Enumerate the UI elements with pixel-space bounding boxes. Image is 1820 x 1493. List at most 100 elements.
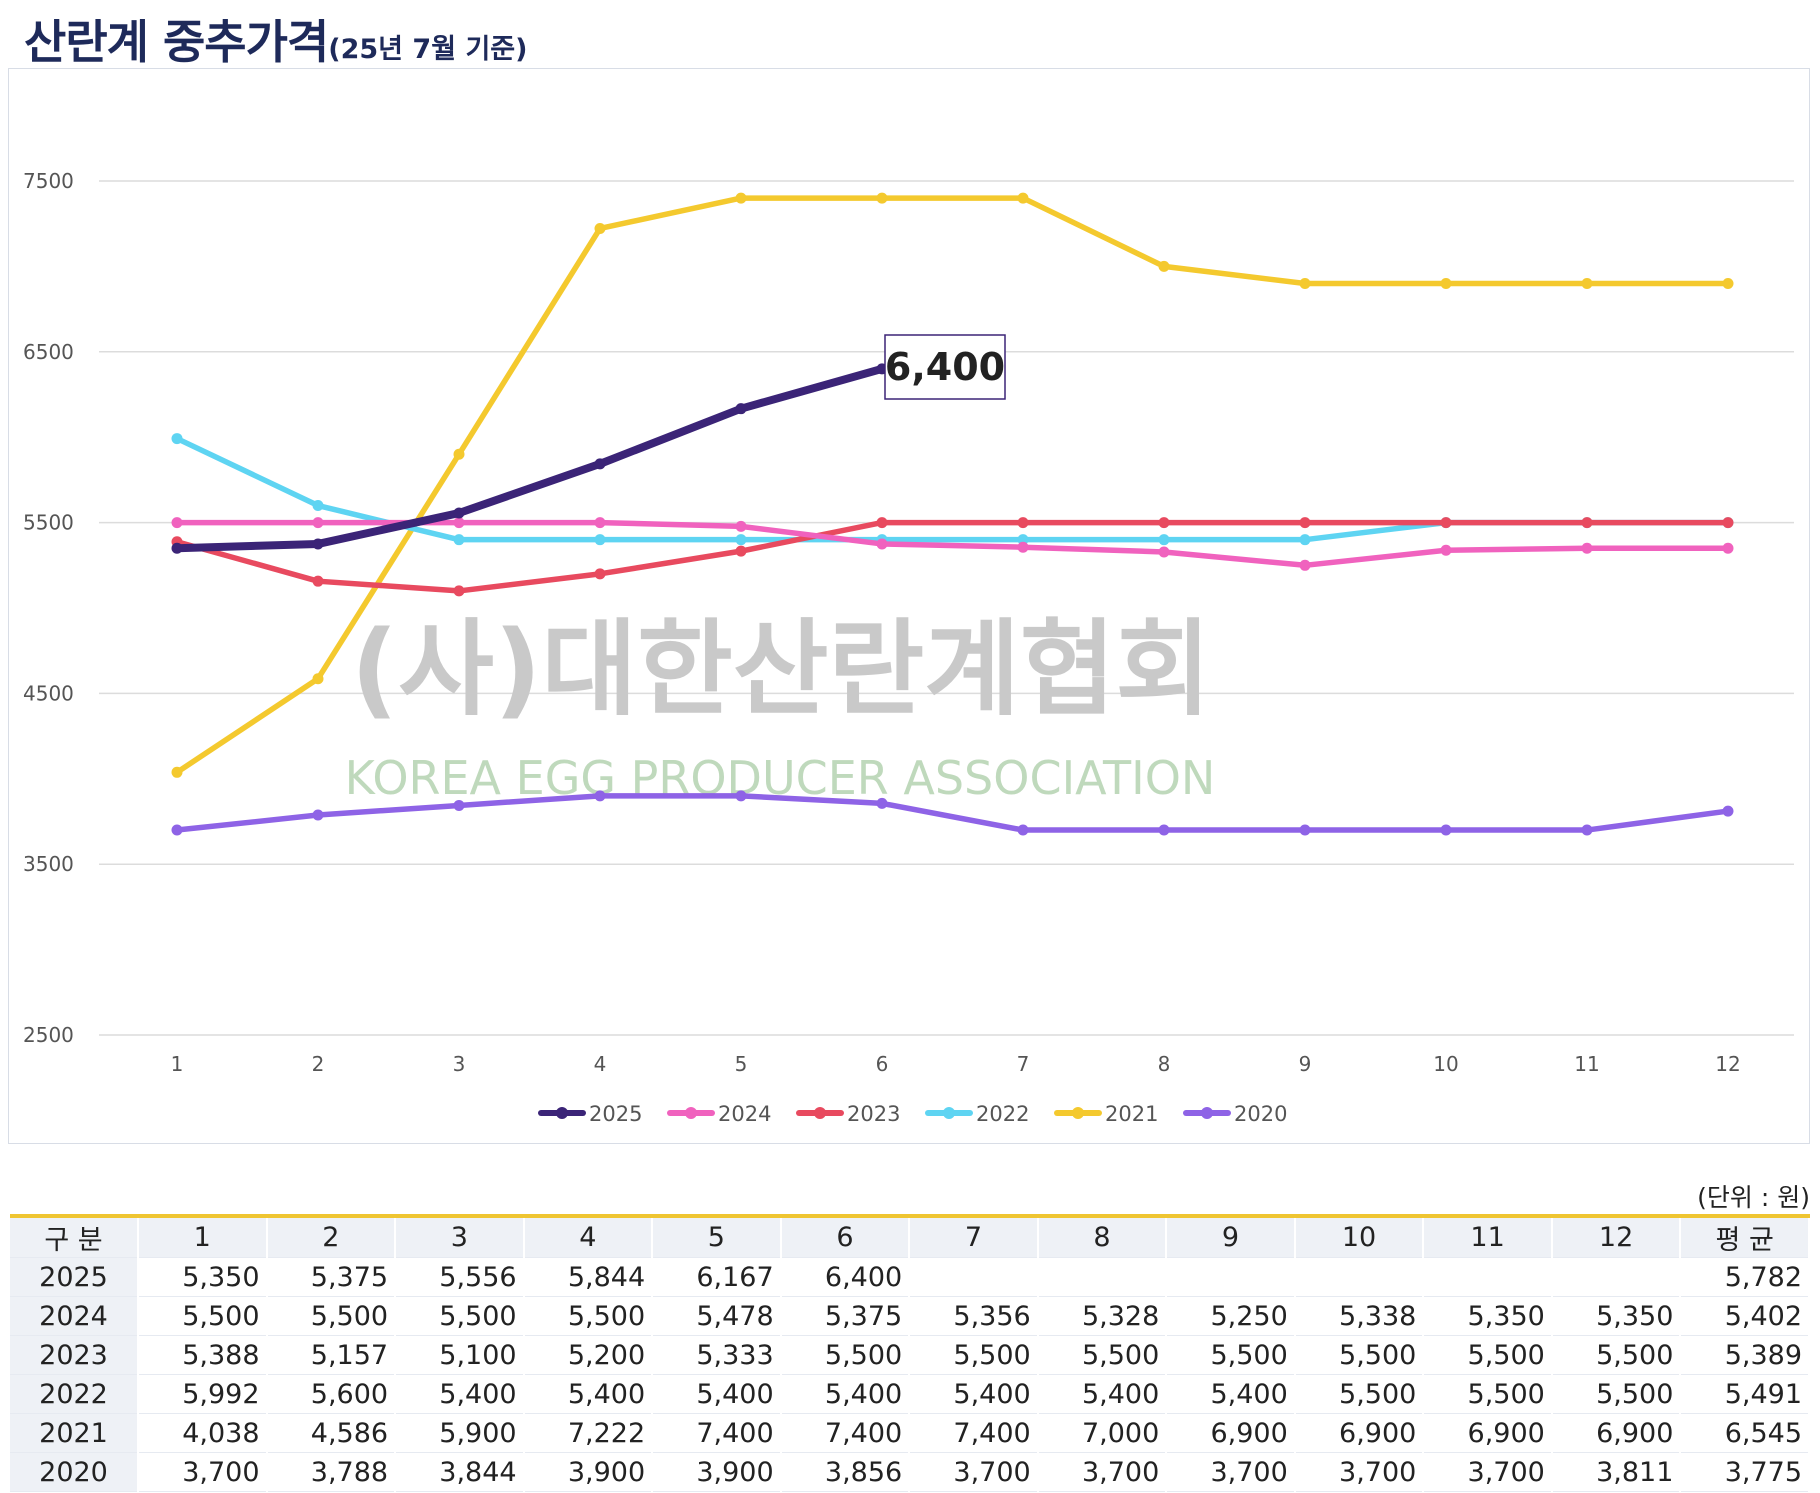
y-tick-label-6500: 6500 [23, 340, 74, 364]
table-cell: 5,400 [1037, 1374, 1168, 1414]
table-cell: 3,900 [652, 1452, 782, 1492]
x-tick-label-8: 8 [1158, 1052, 1171, 1076]
table-header-6: 6 [780, 1216, 911, 1258]
point-2020-1 [171, 824, 183, 836]
table-cell: 5,375 [266, 1257, 397, 1297]
table-row: 2024 5,500 5,500 5,500 5,500 5,478 5,375 5,356 5… [10, 1296, 1810, 1336]
y-tick-label-5500: 5500 [23, 511, 74, 535]
point-2020-2 [312, 809, 324, 821]
series-line-2025 [173, 364, 886, 553]
point-2023-2 [312, 575, 324, 587]
callout-box [884, 334, 1006, 400]
x-tick-label-9: 9 [1299, 1052, 1312, 1076]
table-cell: 6,545 [1680, 1413, 1810, 1453]
table-cell: 5,400 [780, 1374, 911, 1414]
legend-marker-2022 [943, 1107, 955, 1119]
table-cell: 5,350 [138, 1257, 268, 1297]
table-cell: 3,700 [138, 1452, 268, 1492]
legend-marker-2025 [556, 1107, 568, 1119]
table-row: 2023 5,388 5,157 5,100 5,200 5,333 5,500 5,500 5… [10, 1335, 1810, 1375]
table-cell: 3,775 [1680, 1452, 1810, 1492]
table-cell: 7,400 [780, 1413, 911, 1453]
chart-title-main: 산란계 중추가격 [24, 15, 329, 69]
callout-value: 6,400 [885, 345, 1005, 389]
point-2023-7 [1017, 517, 1029, 529]
point-2023-3 [453, 585, 465, 597]
table-cell: 7,222 [523, 1413, 654, 1453]
point-2021-3 [453, 448, 465, 460]
table-cell: 6,900 [1166, 1413, 1296, 1453]
point-2024-1 [171, 517, 183, 529]
point-2023-12 [1722, 517, 1734, 529]
table-cell: 6,900 [1423, 1413, 1553, 1453]
point-2021-8 [1158, 260, 1170, 272]
table-cell: 5,400 [523, 1374, 654, 1414]
table-cell [1037, 1257, 1168, 1297]
point-2020-11 [1581, 824, 1593, 836]
table-body: 2025 5,350 5,375 5,556 5,844 6,167 6,400 5,782 2… [10, 1257, 1810, 1492]
point-2024-7 [1017, 541, 1029, 553]
table-header-2: 2 [266, 1216, 397, 1258]
table-cell: 5,388 [138, 1335, 268, 1375]
point-2022-8 [1158, 534, 1170, 546]
point-2021-7 [1017, 192, 1029, 204]
series-line-2023 [174, 519, 1731, 594]
table-row: 2020 3,700 3,788 3,844 3,900 3,900 3,856 3,700 3… [10, 1452, 1810, 1492]
table-cell: 5,402 [1680, 1296, 1810, 1336]
series-2024 [171, 517, 1734, 571]
legend-item-2020: 2020 [1183, 1102, 1287, 1126]
table-cell: 5,500 [780, 1335, 911, 1375]
table-cell: 5,500 [1166, 1335, 1296, 1375]
table-cell: 5,250 [1166, 1296, 1296, 1336]
table-cell: 7,400 [652, 1413, 782, 1453]
chart-title: 산란계 중추가격(25년 7월 기준) [24, 6, 527, 72]
y-axis-ticks: 2500 3500 4500 5500 6500 7500 [23, 169, 74, 1047]
table-header-12: 12 [1551, 1216, 1682, 1258]
x-tick-label-5: 5 [735, 1052, 748, 1076]
legend-marker-2024 [685, 1107, 697, 1119]
point-2022-1 [171, 433, 183, 445]
point-2025-5 [735, 403, 747, 415]
chart-frame: (사)대한산란계협회 KOREA EGG PRODUCER ASSOCIATIO… [8, 68, 1810, 1144]
legend-label-2023: 2023 [847, 1102, 900, 1126]
table-cell: 5,100 [395, 1335, 525, 1375]
legend-label-2021: 2021 [1105, 1102, 1158, 1126]
table-cell: 5,400 [395, 1374, 525, 1414]
table-row: 2025 5,350 5,375 5,556 5,844 6,167 6,400 5,782 [10, 1257, 1810, 1297]
table-cell: 4,038 [138, 1413, 268, 1453]
point-2025-4 [594, 458, 606, 470]
table-cell: 5,844 [523, 1257, 654, 1297]
point-2024-2 [312, 517, 324, 529]
legend-item-2021: 2021 [1054, 1102, 1158, 1126]
table-cell: 5,400 [1166, 1374, 1296, 1414]
legend: 2025 2024 2023 2022 2021 2020 [538, 1102, 1287, 1126]
x-tick-label-7: 7 [1017, 1052, 1030, 1076]
table-cell [1294, 1257, 1425, 1297]
x-tick-label-2: 2 [312, 1052, 325, 1076]
point-2021-10 [1440, 277, 1452, 289]
x-tick-label-3: 3 [453, 1052, 466, 1076]
table-row-label: 2020 [10, 1452, 139, 1492]
point-2023-10 [1440, 517, 1452, 529]
point-2021-1 [171, 766, 183, 778]
table-cell: 3,900 [523, 1452, 654, 1492]
legend-item-2024: 2024 [667, 1102, 771, 1126]
table-cell [1166, 1257, 1296, 1297]
legend-label-2025: 2025 [589, 1102, 642, 1126]
table-cell: 3,788 [266, 1452, 397, 1492]
point-2020-3 [453, 799, 465, 811]
table-cell: 3,811 [1551, 1452, 1682, 1492]
series-line-2024 [174, 519, 1731, 569]
table-cell: 5,500 [1294, 1335, 1425, 1375]
legend-item-2022: 2022 [925, 1102, 1029, 1126]
table-cell: 3,700 [1294, 1452, 1425, 1492]
point-2023-6 [876, 517, 888, 529]
table-cell: 5,356 [909, 1296, 1039, 1336]
point-2023-8 [1158, 517, 1170, 529]
table-row-label: 2022 [10, 1374, 139, 1414]
legend-label-2020: 2020 [1234, 1102, 1287, 1126]
x-tick-label-11: 11 [1574, 1052, 1599, 1076]
table-cell: 5,157 [266, 1335, 397, 1375]
watermark-korean: (사)대한산란계협회 [351, 608, 1212, 730]
point-2022-5 [735, 534, 747, 546]
